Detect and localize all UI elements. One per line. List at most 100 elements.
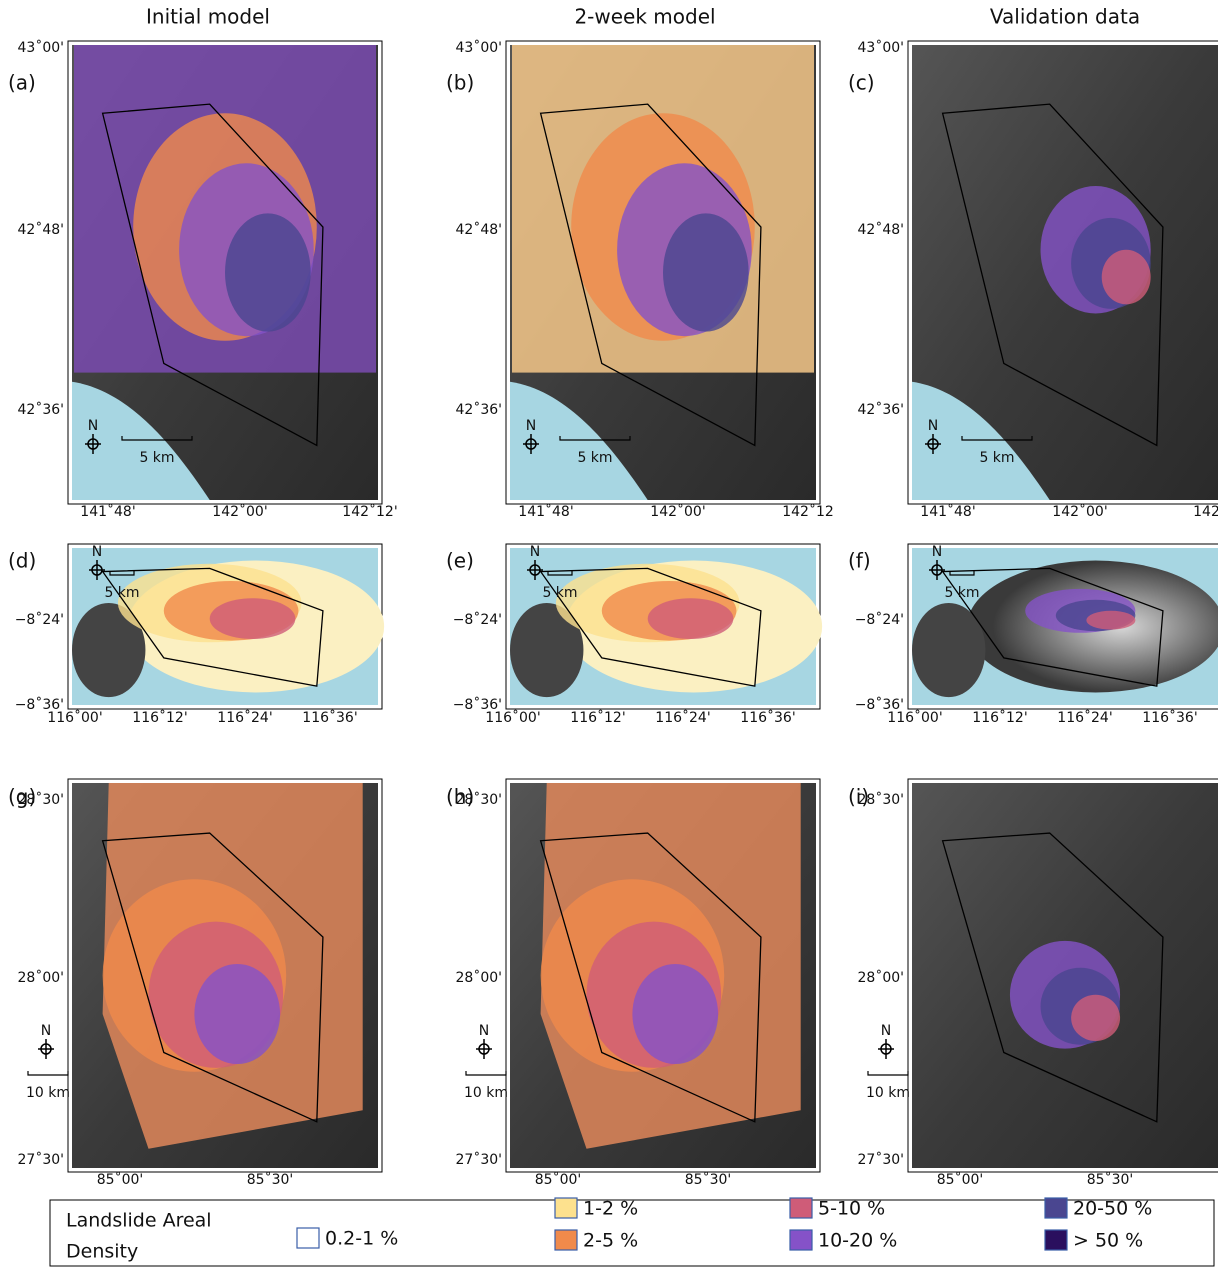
legend-swatch	[1045, 1198, 1067, 1218]
lon-tick-label: 116˚00'	[485, 709, 540, 726]
lon-tick-label: 85˚30'	[685, 1171, 731, 1188]
lon-tick-label: 116˚00'	[887, 709, 942, 726]
north-label: N	[881, 1023, 891, 1039]
lon-tick-label: 116˚24'	[217, 709, 272, 726]
density-patch	[663, 213, 749, 331]
north-label: N	[530, 544, 540, 560]
north-label: N	[88, 418, 98, 434]
legend-swatch	[555, 1230, 577, 1250]
lat-tick-label: 42˚36'	[18, 401, 64, 418]
north-label: N	[928, 418, 938, 434]
lat-tick-label: 42˚48'	[858, 221, 904, 238]
scale-label: 5 km	[577, 450, 612, 466]
lat-tick-label: −8˚24'	[15, 611, 64, 628]
legend-swatch	[790, 1198, 812, 1218]
column-header: Initial model	[146, 5, 270, 29]
lon-tick-label: 142˚12'	[342, 503, 397, 520]
lat-tick-label: −8˚24'	[453, 611, 502, 628]
lat-tick-label: 42˚36'	[456, 401, 502, 418]
lat-tick-label: 28˚30'	[456, 791, 502, 808]
lon-tick-label: 142˚12	[782, 503, 834, 520]
lon-tick-label: 116˚00'	[47, 709, 102, 726]
lat-tick-label: 28˚00'	[456, 969, 502, 986]
scale-label: 5 km	[104, 585, 139, 601]
scale-label: 10 km	[26, 1085, 70, 1101]
lon-tick-label: 85˚30'	[247, 1171, 293, 1188]
lon-tick-label: 116˚36'	[740, 709, 795, 726]
north-label: N	[526, 418, 536, 434]
lat-tick-label: 28˚00'	[858, 969, 904, 986]
legend-swatch	[555, 1198, 577, 1218]
density-patch	[225, 213, 311, 331]
lon-tick-label: 116˚36'	[1142, 709, 1197, 726]
lon-tick-label: 85˚00'	[937, 1171, 983, 1188]
density-patch	[648, 598, 734, 639]
panel-label: (c)	[848, 71, 875, 95]
landslide-cluster	[1102, 250, 1151, 305]
lat-tick-label: 27˚30'	[456, 1151, 502, 1168]
scale-label: 10 km	[464, 1085, 508, 1101]
lon-tick-label: 142˚00'	[212, 503, 267, 520]
column-header: 2-week model	[574, 5, 715, 29]
lon-tick-label: 142˚	[1193, 503, 1218, 520]
legend-label: 0.2-1 %	[325, 1228, 398, 1250]
lon-tick-label: 141˚48'	[518, 503, 573, 520]
density-patch	[632, 964, 718, 1064]
legend-title: Density	[66, 1241, 138, 1263]
lon-tick-label: 141˚48'	[920, 503, 975, 520]
panel-label: (e)	[446, 549, 474, 573]
map-panel	[506, 544, 822, 709]
lon-tick-label: 116˚24'	[655, 709, 710, 726]
lon-tick-label: 142˚00'	[650, 503, 705, 520]
lon-tick-label: 116˚12'	[132, 709, 187, 726]
lon-tick-label: 85˚30'	[1087, 1171, 1133, 1188]
map-panel	[68, 779, 382, 1172]
figure: Initial model 2-week model Validation data…	[0, 0, 1218, 1267]
map-panel	[68, 544, 384, 709]
lat-tick-label: 42˚48'	[18, 221, 64, 238]
lat-tick-label: 42˚48'	[456, 221, 502, 238]
scale-bar	[466, 1071, 506, 1075]
landslide-cluster	[1086, 611, 1135, 630]
scale-label: 5 km	[944, 585, 979, 601]
legend-swatch	[1045, 1230, 1067, 1250]
lat-tick-label: 43˚00'	[456, 39, 502, 56]
scale-bar	[868, 1071, 908, 1075]
scale-label: 5 km	[542, 585, 577, 601]
lat-tick-label: 28˚00'	[18, 969, 64, 986]
map-panel	[908, 544, 1218, 709]
column-header: Validation data	[990, 5, 1140, 29]
lat-tick-label: −8˚24'	[855, 611, 904, 628]
map-panel	[908, 41, 1218, 504]
panel-label: (d)	[8, 549, 36, 573]
lat-tick-label: 28˚30'	[18, 791, 64, 808]
legend-title: Landslide Areal	[66, 1210, 212, 1232]
density-patch	[194, 964, 280, 1064]
lon-tick-label: 85˚00'	[535, 1171, 581, 1188]
scale-label: 10 km	[866, 1085, 910, 1101]
map-panel	[908, 779, 1218, 1172]
legend-swatch	[790, 1230, 812, 1250]
legend-label: 10-20 %	[818, 1230, 897, 1252]
legend-label: > 50 %	[1073, 1230, 1143, 1252]
density-patch	[210, 598, 296, 639]
lon-tick-label: 116˚24'	[1057, 709, 1112, 726]
north-label: N	[92, 544, 102, 560]
lon-tick-label: 141˚48'	[80, 503, 135, 520]
scale-label: 5 km	[139, 450, 174, 466]
legend-label: 5-10 %	[818, 1198, 885, 1220]
legend-label: 20-50 %	[1073, 1198, 1152, 1220]
map-panel	[506, 779, 820, 1172]
landslide-cluster	[1071, 995, 1120, 1041]
north-label: N	[41, 1023, 51, 1039]
legend-label: 2-5 %	[583, 1230, 638, 1252]
lon-tick-label: 116˚12'	[570, 709, 625, 726]
panel-label: (b)	[446, 71, 474, 95]
scale-bar	[28, 1071, 68, 1075]
panel-label: (a)	[8, 71, 36, 95]
lon-tick-label: 85˚00'	[97, 1171, 143, 1188]
legend-swatch	[297, 1228, 319, 1248]
lat-tick-label: 43˚00'	[18, 39, 64, 56]
map-panel	[506, 41, 820, 504]
lat-tick-label: 28˚30'	[858, 791, 904, 808]
